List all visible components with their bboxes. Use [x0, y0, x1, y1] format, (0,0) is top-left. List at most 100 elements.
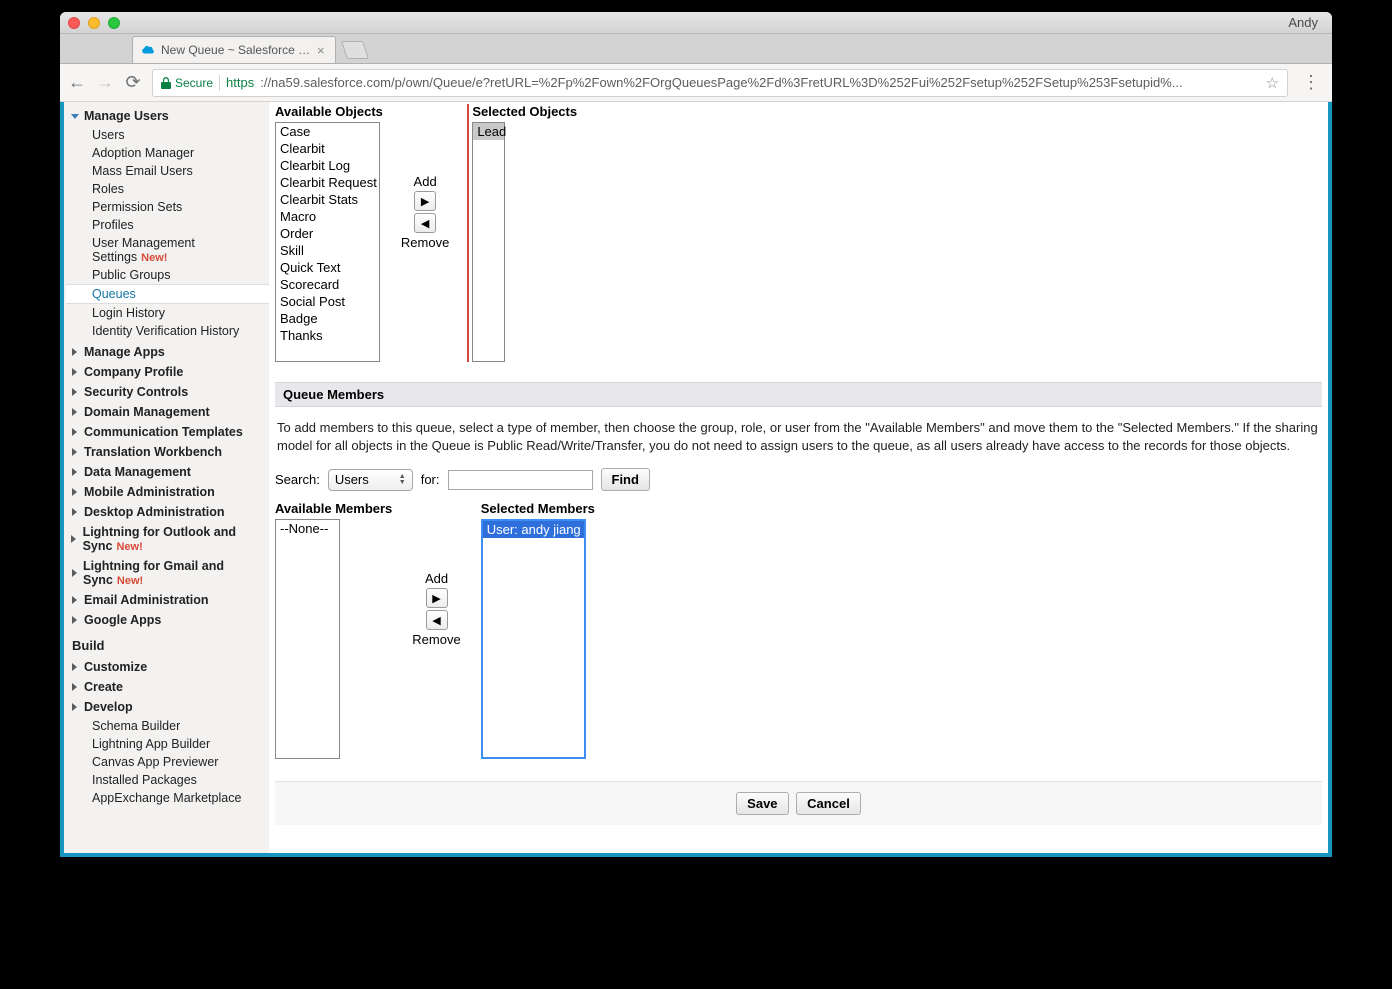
sidebar-section-translation-workbench[interactable]: Translation Workbench	[66, 442, 269, 462]
sidebar-section-develop[interactable]: Develop	[66, 697, 269, 717]
add-object-button[interactable]: ▶	[414, 191, 436, 211]
new-tab-button[interactable]	[341, 41, 369, 59]
omnibox[interactable]: Secure https://na59.salesforce.com/p/own…	[152, 69, 1288, 97]
sidebar-item-adoption-manager[interactable]: Adoption Manager	[92, 144, 269, 162]
window-minimize-button[interactable]	[88, 17, 100, 29]
sidebar-item-public-groups[interactable]: Public Groups	[92, 266, 269, 284]
setup-sidebar: Manage Users Users Adoption Manager Mass…	[64, 102, 269, 853]
expand-right-icon	[70, 569, 78, 578]
expand-right-icon	[70, 683, 79, 692]
list-option[interactable]: Quick Text	[276, 259, 379, 276]
tab-title: New Queue ~ Salesforce - Pro	[161, 43, 311, 57]
add-member-button[interactable]: ▶	[426, 588, 448, 608]
nav-back-button[interactable]: ←	[68, 72, 86, 93]
list-option[interactable]: Clearbit Log	[276, 157, 379, 174]
tab-close-icon[interactable]: ×	[317, 43, 325, 58]
list-option[interactable]: Order	[276, 225, 379, 242]
sidebar-item-login-history[interactable]: Login History	[92, 304, 269, 322]
list-option[interactable]: Scorecard	[276, 276, 379, 293]
sidebar-item-queues[interactable]: Queues	[66, 284, 269, 304]
list-option[interactable]: Clearbit	[276, 140, 379, 157]
search-text-input[interactable]	[448, 470, 593, 490]
sidebar-section-data-management[interactable]: Data Management	[66, 462, 269, 482]
sidebar-section-email-administration[interactable]: Email Administration	[66, 590, 269, 610]
sidebar-item-identity-verification-history[interactable]: Identity Verification History	[92, 322, 269, 340]
select-caret-icon: ▲▼	[399, 474, 406, 486]
address-bar: ← → ⟳ Secure https://na59.salesforce.com…	[60, 64, 1332, 102]
list-option[interactable]: User: andy jiang	[483, 521, 584, 538]
sidebar-item-lightning-app-builder[interactable]: Lightning App Builder	[92, 735, 269, 753]
secure-label: Secure	[175, 76, 213, 90]
expand-right-icon	[70, 535, 78, 544]
sidebar-section-lightning-gmail[interactable]: Lightning for Gmail and SyncNew!	[66, 556, 269, 590]
list-option[interactable]: Thanks	[276, 327, 379, 344]
secure-indicator[interactable]: Secure	[161, 76, 213, 90]
nav-reload-button[interactable]: ⟳	[124, 72, 142, 93]
list-option[interactable]: Badge	[276, 310, 379, 327]
remove-object-button[interactable]: ◀	[414, 213, 436, 233]
list-option[interactable]: Case	[276, 123, 379, 140]
sidebar-item-user-mgmt-settings[interactable]: User Management SettingsNew!	[92, 234, 269, 266]
list-option[interactable]: Social Post	[276, 293, 379, 310]
sidebar-section-create[interactable]: Create	[66, 677, 269, 697]
sidebar-section-lightning-outlook[interactable]: Lightning for Outlook and SyncNew!	[66, 522, 269, 556]
sidebar-section-manage-users[interactable]: Manage Users	[66, 106, 269, 126]
bookmark-star-icon[interactable]: ☆	[1266, 74, 1279, 92]
sidebar-section-company-profile[interactable]: Company Profile	[66, 362, 269, 382]
selected-members-listbox[interactable]: User: andy jiang	[481, 519, 586, 759]
expand-right-icon	[70, 616, 79, 625]
tab-strip: New Queue ~ Salesforce - Pro ×	[60, 34, 1332, 64]
sidebar-item-installed-packages[interactable]: Installed Packages	[92, 771, 269, 789]
sidebar-section-mobile-administration[interactable]: Mobile Administration	[66, 482, 269, 502]
sidebar-section-domain-management[interactable]: Domain Management	[66, 402, 269, 422]
selected-objects-listbox[interactable]: Lead	[472, 122, 505, 362]
list-option[interactable]: --None--	[276, 520, 339, 537]
salesforce-favicon-icon	[141, 43, 155, 57]
expand-down-icon	[70, 112, 79, 121]
sidebar-section-desktop-administration[interactable]: Desktop Administration	[66, 502, 269, 522]
save-button[interactable]: Save	[736, 792, 788, 815]
remove-member-button[interactable]: ◀	[426, 610, 448, 630]
find-button[interactable]: Find	[601, 468, 650, 491]
expand-right-icon	[70, 488, 79, 497]
sidebar-item-profiles[interactable]: Profiles	[92, 216, 269, 234]
sidebar-label: Security Controls	[84, 385, 188, 399]
sidebar-label: Develop	[84, 700, 133, 714]
url-protocol: https	[226, 75, 254, 90]
sidebar-section-security-controls[interactable]: Security Controls	[66, 382, 269, 402]
sidebar-item-permission-sets[interactable]: Permission Sets	[92, 198, 269, 216]
search-type-select[interactable]: Users ▲▼	[328, 469, 413, 491]
chrome-profile-name[interactable]: Andy	[1288, 15, 1324, 30]
list-option[interactable]: Lead	[473, 123, 504, 140]
cancel-button[interactable]: Cancel	[796, 792, 861, 815]
window-zoom-button[interactable]	[108, 17, 120, 29]
sidebar-section-google-apps[interactable]: Google Apps	[66, 610, 269, 630]
sidebar-item-users[interactable]: Users	[92, 126, 269, 144]
sidebar-item-roles[interactable]: Roles	[92, 180, 269, 198]
expand-right-icon	[70, 368, 79, 377]
browser-tab[interactable]: New Queue ~ Salesforce - Pro ×	[132, 36, 336, 63]
nav-forward-button: →	[96, 72, 114, 93]
sidebar-section-manage-apps[interactable]: Manage Apps	[66, 342, 269, 362]
available-members-listbox[interactable]: --None--	[275, 519, 340, 759]
window-close-button[interactable]	[68, 17, 80, 29]
available-objects-listbox[interactable]: CaseClearbitClearbit LogClearbit Request…	[275, 122, 380, 362]
sidebar-label: Desktop Administration	[84, 505, 225, 519]
sidebar-label: Manage Apps	[84, 345, 165, 359]
sidebar-item-mass-email-users[interactable]: Mass Email Users	[92, 162, 269, 180]
sidebar-label: Data Management	[84, 465, 191, 479]
list-option[interactable]: Clearbit Stats	[276, 191, 379, 208]
add-member-label: Add	[425, 571, 448, 586]
chrome-menu-button[interactable]: ⋮	[1298, 72, 1324, 93]
list-option[interactable]: Skill	[276, 242, 379, 259]
sidebar-section-communication-templates[interactable]: Communication Templates	[66, 422, 269, 442]
sidebar-item-canvas-app-previewer[interactable]: Canvas App Previewer	[92, 753, 269, 771]
sidebar-item-appexchange-marketplace[interactable]: AppExchange Marketplace	[92, 789, 269, 807]
members-dual-list: Available Members --None-- Add ▶ ◀ Remov…	[275, 501, 1322, 759]
sidebar-item-schema-builder[interactable]: Schema Builder	[92, 717, 269, 735]
sidebar-label: Company Profile	[84, 365, 183, 379]
queue-members-section-header: Queue Members	[275, 382, 1322, 407]
list-option[interactable]: Clearbit Request	[276, 174, 379, 191]
list-option[interactable]: Macro	[276, 208, 379, 225]
sidebar-section-customize[interactable]: Customize	[66, 657, 269, 677]
